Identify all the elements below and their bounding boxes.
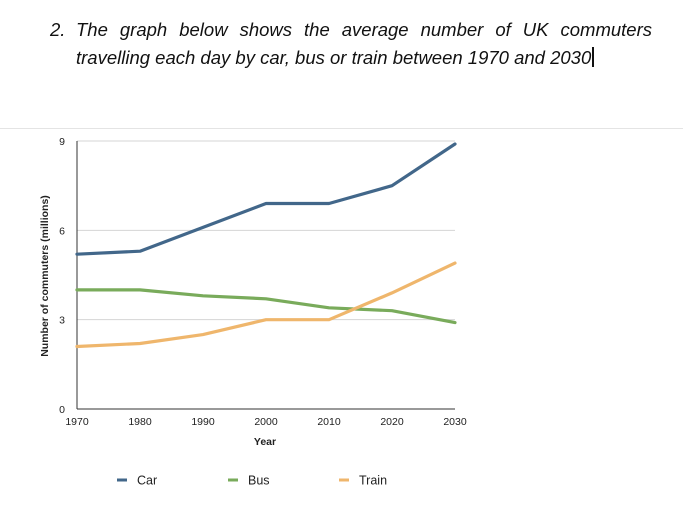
series-line-car: [75, 142, 457, 256]
question-number: 2.: [50, 19, 66, 40]
chart-legend: Car Bus Train: [117, 474, 387, 488]
chart-labels: Year Number of commuters (millions) 0 3 6 9…: [39, 136, 467, 448]
x-tick-label: 1980: [128, 416, 152, 428]
x-axis-title: Year: [254, 436, 276, 448]
x-tick-label: 1970: [65, 416, 89, 428]
legend-label-bus: Bus: [248, 474, 270, 488]
chart-series: [75, 142, 457, 349]
x-tick-label: 2030: [443, 416, 467, 428]
y-axis-title: Number of commuters (millions): [39, 195, 51, 357]
question-line-1-text: The graph below shows the average number…: [76, 19, 652, 40]
x-tick-label: 1990: [191, 416, 215, 428]
series-line-bus: [75, 288, 457, 325]
x-tick-label: 2020: [380, 416, 404, 428]
x-tick-label: 2010: [317, 416, 341, 428]
question-line-2-text: travelling each day by car, bus or train…: [76, 47, 592, 68]
y-tick-label: 6: [59, 225, 65, 237]
question-text: 2. The graph below shows the average num…: [50, 16, 652, 72]
legend-label-train: Train: [359, 474, 387, 488]
x-tick-label: 2000: [254, 416, 278, 428]
y-tick-label: 0: [59, 404, 65, 416]
y-tick-label: 3: [59, 315, 65, 327]
y-tick-label: 9: [59, 136, 65, 148]
divider-line: [0, 128, 683, 129]
legend-label-car: Car: [137, 474, 157, 488]
question-line-2: travelling each day by car, bus or train…: [50, 44, 652, 72]
chart-grid: [77, 140, 455, 321]
question-line-1: 2. The graph below shows the average num…: [50, 16, 652, 44]
series-line-train: [75, 261, 457, 349]
text-cursor: [592, 47, 594, 67]
chart-axes: [76, 141, 455, 410]
